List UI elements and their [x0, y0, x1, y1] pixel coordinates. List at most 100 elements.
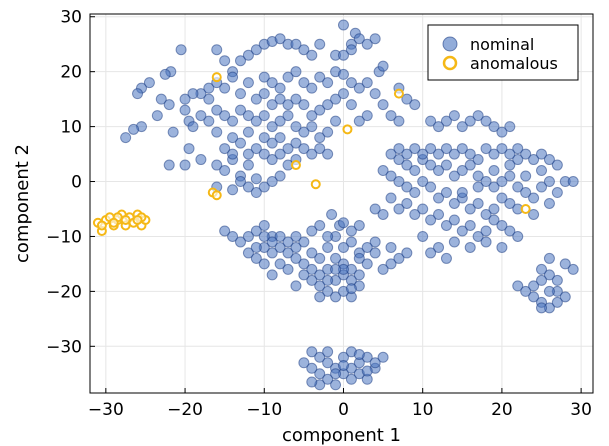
nominal-point [314, 71, 326, 83]
nominal-point [322, 126, 334, 138]
nominal-point [385, 110, 397, 122]
nominal-point [543, 285, 555, 297]
nominal-point [314, 143, 326, 155]
nominal-point [393, 143, 405, 155]
nominal-point [401, 148, 413, 160]
nominal-point [504, 170, 516, 182]
nominal-point [266, 154, 278, 166]
nominal-point [337, 88, 349, 100]
nominal-point [163, 99, 175, 111]
nominal-point [520, 170, 532, 182]
nominal-point [425, 181, 437, 193]
nominal-point [235, 236, 247, 248]
nominal-point [377, 208, 389, 220]
nominal-point [258, 148, 270, 160]
nominal-point [179, 104, 191, 116]
nominal-point [203, 93, 215, 105]
nominal-point [456, 225, 468, 237]
nominal-point [448, 236, 460, 248]
nominal-point [322, 346, 334, 358]
nominal-point [298, 126, 310, 138]
nominal-point [314, 252, 326, 264]
nominal-point [567, 176, 579, 188]
nominal-point [369, 88, 381, 100]
nominal-point [488, 121, 500, 133]
nominal-point [337, 241, 349, 253]
nominal-point [528, 280, 540, 292]
nominal-point [496, 143, 508, 155]
nominal-point [330, 379, 342, 391]
nominal-point [409, 187, 421, 199]
data-points [92, 19, 579, 391]
nominal-point [322, 241, 334, 253]
nominal-point [369, 357, 381, 369]
nominal-point [448, 148, 460, 160]
nominal-point [306, 274, 318, 286]
nominal-point [385, 170, 397, 182]
nominal-point [361, 110, 373, 122]
nominal-point [543, 154, 555, 166]
nominal-point [369, 203, 381, 215]
nominal-point [282, 99, 294, 111]
nominal-point [242, 230, 254, 242]
nominal-point [536, 263, 548, 275]
nominal-point [242, 110, 254, 122]
nominal-point [322, 274, 334, 286]
nominal-point [227, 71, 239, 83]
nominal-point [306, 247, 318, 259]
nominal-point [306, 263, 318, 275]
nominal-point [242, 247, 254, 259]
nominal-point [242, 148, 254, 160]
nominal-point [306, 110, 318, 122]
nominal-point [266, 99, 278, 111]
anomalous-point [211, 190, 222, 201]
nominal-point [417, 176, 429, 188]
nominal-point [480, 225, 492, 237]
nominal-point [512, 154, 524, 166]
nominal-point [353, 115, 365, 127]
nominal-point [266, 137, 278, 149]
nominal-point [425, 214, 437, 226]
plot-frame [89, 13, 594, 394]
nominal-point [258, 110, 270, 122]
nominal-point [242, 181, 254, 193]
nominal-point [314, 104, 326, 116]
nominal-point [330, 252, 342, 264]
nominal-point [345, 283, 357, 295]
nominal-point [298, 44, 310, 56]
nominal-point [369, 33, 381, 45]
nominal-point [175, 44, 187, 56]
nominal-point [306, 148, 318, 160]
nominal-point [409, 143, 421, 155]
legend-box [427, 24, 579, 81]
nominal-point [290, 252, 302, 264]
nominal-point [472, 154, 484, 166]
nominal-point [155, 93, 167, 105]
nominal-point [290, 38, 302, 50]
nominal-point [179, 159, 191, 171]
nominal-point [472, 170, 484, 182]
nominal-point [401, 198, 413, 209]
nominal-point [345, 44, 357, 56]
nominal-point [456, 143, 468, 155]
nominal-point [472, 110, 484, 122]
nominal-point [314, 269, 326, 281]
nominal-point [528, 192, 540, 204]
nominal-point [290, 93, 302, 105]
nominal-point [306, 82, 318, 94]
axis-ticks: −30 −20 −10 0 10 20 30 −30 −20 −10 0 10 20 30 [46, 8, 592, 420]
nominal-point [337, 19, 349, 31]
nominal-point [306, 346, 318, 358]
nominal-point [353, 269, 365, 281]
nominal-point [298, 269, 310, 281]
nominal-point [211, 159, 223, 171]
nominal-point [512, 280, 524, 292]
nominal-point [314, 219, 326, 231]
nominal-point [282, 247, 294, 259]
nominal-point [250, 173, 262, 185]
nominal-point [282, 110, 294, 122]
nominal-point [211, 44, 223, 56]
nominal-point [417, 148, 429, 160]
anomalous-point [393, 88, 404, 99]
nominal-point [504, 121, 516, 133]
